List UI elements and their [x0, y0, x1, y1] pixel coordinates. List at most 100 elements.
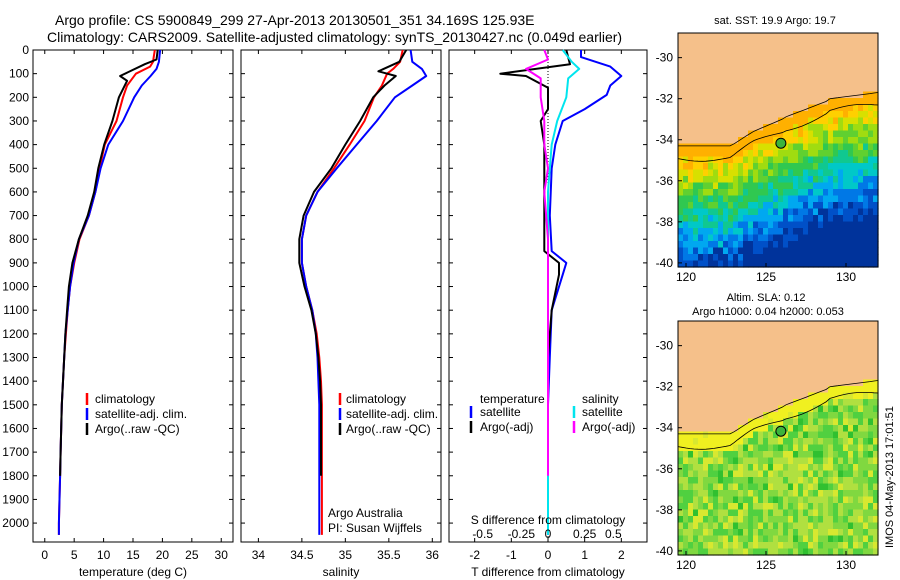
map-cell [733, 548, 739, 556]
map-cell [688, 221, 694, 229]
map-cell [828, 548, 834, 556]
map-cell [778, 163, 784, 171]
map-cell [823, 399, 829, 407]
map-cell [818, 548, 824, 556]
map-cell [853, 124, 859, 132]
map-cell [798, 195, 804, 203]
map-cell [768, 509, 774, 517]
map-cell [763, 418, 769, 426]
map-cell [828, 150, 834, 158]
map-cell [853, 156, 859, 164]
map-cell [808, 254, 814, 262]
map-cell [788, 150, 794, 158]
map-cell [858, 195, 864, 203]
sla-map-title-line1: Altim. SLA: 0.12 [727, 292, 806, 304]
map-cell [718, 195, 724, 203]
map-cell [848, 548, 854, 556]
map-cell [828, 392, 834, 400]
map-cell [783, 163, 789, 171]
map-cell [683, 189, 689, 197]
map-cell [723, 254, 729, 262]
map-cell [823, 444, 829, 452]
map-cell [758, 496, 764, 504]
map-cell [718, 189, 724, 197]
map-cell [758, 431, 764, 439]
map-cell [813, 542, 819, 550]
map-cell [768, 195, 774, 203]
map-cell [698, 150, 704, 158]
map-cell [748, 202, 754, 210]
map-cell [743, 169, 749, 177]
map-cell [783, 143, 789, 151]
map-cell [808, 124, 814, 132]
map-cell [768, 130, 774, 138]
map-cell [843, 470, 849, 478]
map-cell [683, 451, 689, 459]
map-cell [803, 150, 809, 158]
map-cell [803, 464, 809, 472]
map-cell [823, 431, 829, 439]
temperature-x-tick-label: 10 [97, 548, 111, 562]
map-cell [753, 221, 759, 229]
map-cell [843, 247, 849, 255]
map-cell [828, 234, 834, 242]
map-cell [828, 202, 834, 210]
map-cell [708, 163, 714, 171]
map-cell [678, 516, 684, 524]
map-cell [768, 457, 774, 465]
map-cell [753, 483, 759, 491]
map-cell [843, 496, 849, 504]
map-cell [833, 529, 839, 537]
map-cell [688, 490, 694, 498]
map-cell [863, 234, 869, 242]
map-cell [868, 399, 874, 407]
map-cell [828, 169, 834, 177]
map-cell [698, 254, 704, 262]
map-cell [848, 117, 854, 125]
map-cell [813, 260, 819, 268]
salinity-x-label: salinity [323, 565, 360, 579]
map-cell [843, 176, 849, 184]
map-cell [858, 241, 864, 249]
map-cell [768, 438, 774, 446]
map-cell [713, 522, 719, 530]
map-cell [853, 418, 859, 426]
map-cell [748, 490, 754, 498]
map-cell [863, 522, 869, 530]
map-cell [838, 399, 844, 407]
map-cell [743, 477, 749, 485]
map-cell [798, 234, 804, 242]
map-cell [813, 228, 819, 236]
map-cell [698, 189, 704, 197]
map-cell [753, 254, 759, 262]
map-cell [863, 542, 869, 550]
map-cell [688, 215, 694, 223]
map-cell [773, 535, 779, 543]
map-cell [848, 418, 854, 426]
map-cell [813, 457, 819, 465]
map-cell [778, 535, 784, 543]
temperature-plot-frame [32, 49, 234, 543]
map-cell [853, 208, 859, 216]
map-cell [778, 412, 784, 420]
map-cell [858, 143, 864, 151]
map-cell [823, 509, 829, 517]
map-cell [678, 457, 684, 465]
map-cell [823, 208, 829, 216]
map-cell [763, 509, 769, 517]
map-cell [803, 182, 809, 190]
map-cell [793, 143, 799, 151]
map-cell [793, 418, 799, 426]
map-cell [853, 438, 859, 446]
map-cell [798, 202, 804, 210]
map-cell [823, 392, 829, 400]
map-cell [788, 163, 794, 171]
depth-tick-label: 700 [9, 209, 29, 223]
map-cell [853, 386, 859, 394]
map-cell [678, 202, 684, 210]
map-cell [773, 464, 779, 472]
map-cell [748, 529, 754, 537]
map-cell [843, 438, 849, 446]
map-cell [713, 490, 719, 498]
map-cell [828, 156, 834, 164]
